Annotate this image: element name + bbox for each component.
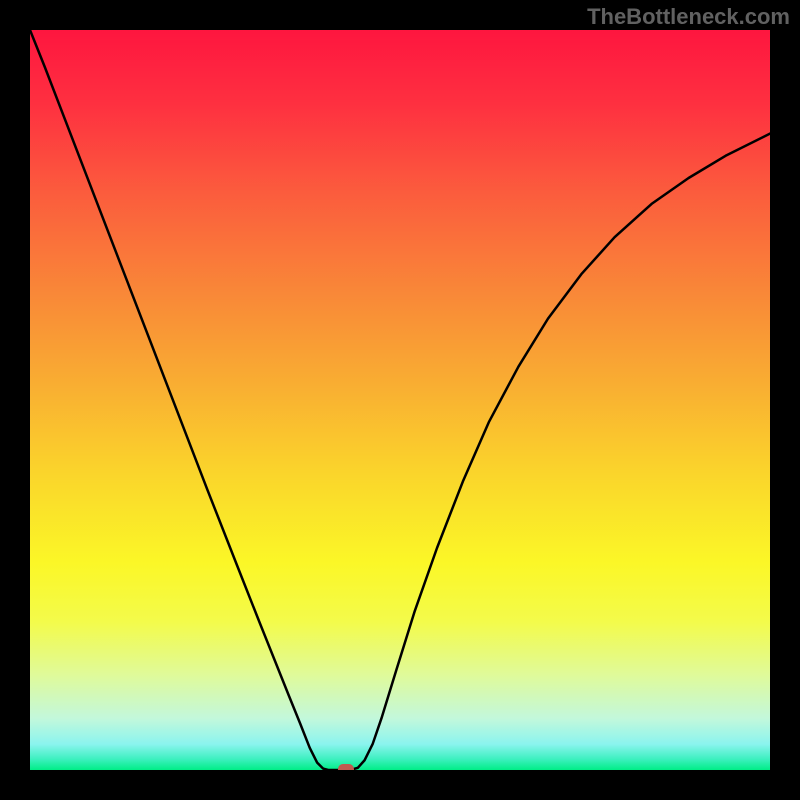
watermark-text: TheBottleneck.com — [587, 4, 790, 30]
bottleneck-curve-chart — [0, 0, 800, 800]
chart-frame: TheBottleneck.com — [0, 0, 800, 800]
